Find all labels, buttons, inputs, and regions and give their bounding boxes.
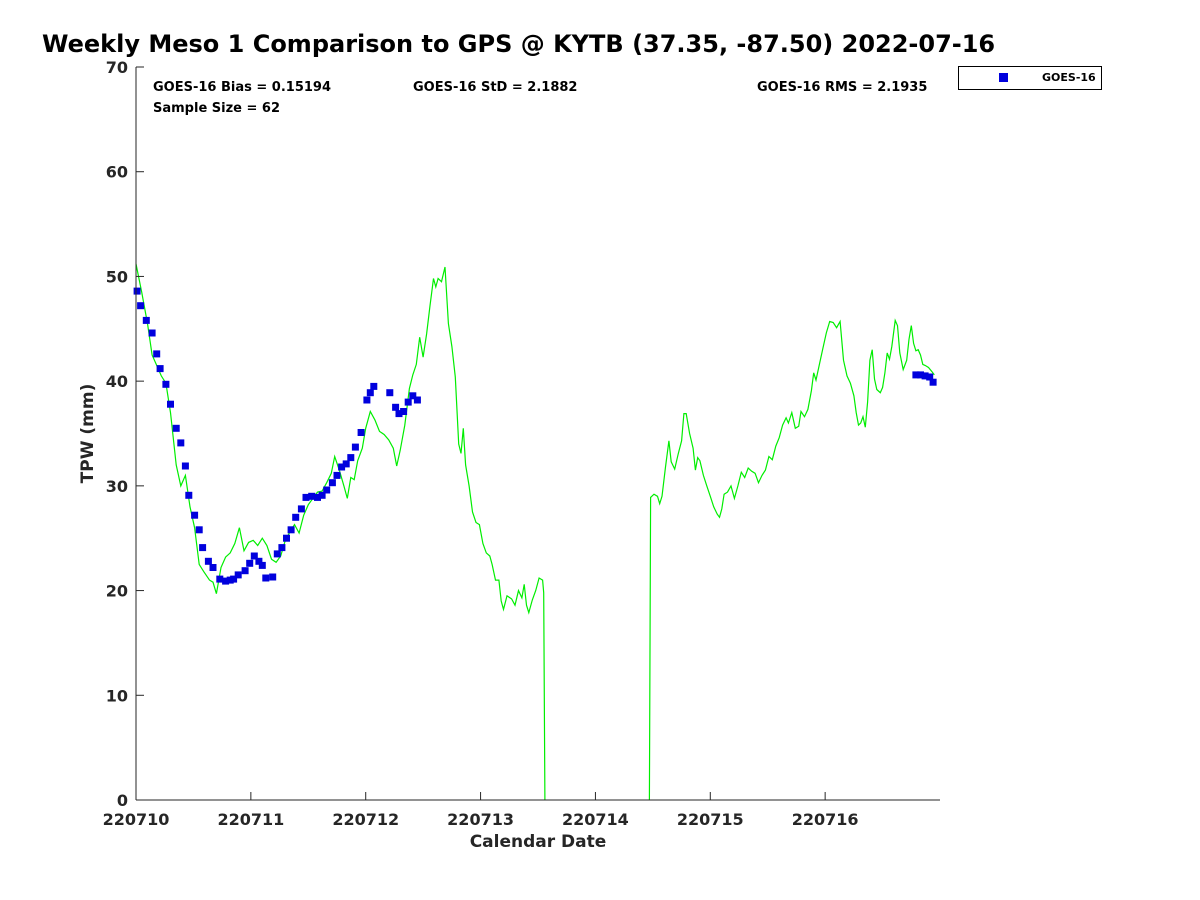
- goes16-point: [177, 439, 185, 447]
- goes16-point: [273, 550, 281, 558]
- chart-title: Weekly Meso 1 Comparison to GPS @ KYTB (…: [42, 30, 996, 58]
- goes16-point: [262, 574, 270, 582]
- goes16-point: [287, 526, 295, 534]
- gps-line-layer: [135, 263, 935, 801]
- goes16-point: [162, 380, 170, 388]
- goes16-point: [342, 460, 350, 468]
- y-tick-label: 0: [117, 791, 128, 810]
- x-tick-label: 220711: [217, 810, 284, 829]
- goes16-point: [413, 396, 421, 404]
- x-tick-label: 220715: [677, 810, 744, 829]
- goes16-point: [204, 557, 212, 565]
- bias-stat: GOES-16 Bias = 0.15194: [153, 80, 332, 95]
- x-tick-label: 220716: [792, 810, 859, 829]
- goes16-point: [917, 371, 924, 379]
- goes16-point: [241, 567, 249, 575]
- y-tick-label: 10: [106, 686, 128, 705]
- x-tick-label: 220710: [103, 810, 170, 829]
- goes16-point: [338, 463, 346, 471]
- goes16-point: [347, 454, 355, 462]
- goes16-point: [404, 398, 412, 406]
- gps-line-segment-1: [648, 318, 935, 801]
- goes16-point: [255, 557, 263, 565]
- goes16-point: [269, 573, 277, 581]
- y-tick-label: 70: [106, 58, 128, 77]
- goes16-point: [333, 471, 341, 479]
- goes16-point: [308, 492, 316, 500]
- goes16-point: [392, 403, 400, 411]
- std-stat: GOES-16 StD = 2.1882: [413, 80, 578, 95]
- goes16-point: [195, 526, 203, 534]
- goes16-point: [328, 479, 336, 487]
- goes16-point: [302, 493, 310, 501]
- goes16-point: [292, 513, 300, 521]
- goes16-point: [395, 410, 403, 418]
- goes16-point: [283, 534, 290, 542]
- goes16-point: [156, 365, 164, 373]
- legend: GOES-16: [958, 66, 1102, 90]
- goes16-point: [370, 382, 378, 390]
- goes16-point: [912, 371, 920, 379]
- goes16-point: [366, 389, 374, 397]
- goes16-point: [409, 392, 417, 400]
- rms-stat: GOES-16 RMS = 2.1935: [757, 80, 928, 95]
- y-tick-label: 40: [106, 372, 128, 391]
- x-tick-label: 220713: [447, 810, 514, 829]
- goes16-point: [314, 493, 321, 501]
- y-tick-label: 50: [106, 267, 128, 286]
- goes16-point: [400, 408, 408, 415]
- y-tick-label: 60: [106, 163, 128, 182]
- goes16-point: [191, 511, 199, 519]
- goes16-point: [167, 400, 174, 408]
- goes-marker-layer: [133, 287, 937, 585]
- goes16-point: [199, 544, 207, 552]
- goes16-point: [386, 389, 394, 397]
- goes16-point: [318, 491, 326, 499]
- legend-label-goes16: GOES-16: [1042, 71, 1096, 84]
- goes16-point: [230, 575, 238, 583]
- x-axis-label: Calendar Date: [470, 832, 607, 852]
- goes16-point: [216, 575, 224, 583]
- x-tick-label: 220714: [562, 810, 629, 829]
- goes16-point: [278, 544, 286, 552]
- goes16-point: [153, 350, 161, 358]
- goes16-point: [357, 429, 365, 436]
- axis-layer: 0 10 20 30 40 50 60 70 220710 220711 220712 220713 2…: [78, 58, 940, 852]
- goes16-point: [148, 329, 156, 337]
- goes16-point: [921, 372, 929, 380]
- goes16-point: [297, 505, 305, 513]
- goes16-point: [258, 561, 266, 569]
- y-tick-label: 30: [106, 477, 128, 496]
- goes16-point: [250, 552, 258, 560]
- goes16-point: [246, 559, 254, 567]
- goes16-point: [181, 462, 189, 470]
- goes16-point: [133, 287, 141, 295]
- goes16-point: [137, 302, 145, 310]
- goes16-point: [185, 491, 193, 499]
- goes16-point: [142, 316, 150, 324]
- goes16-point: [234, 571, 242, 579]
- x-tick-label: 220712: [332, 810, 399, 829]
- goes16-point: [172, 424, 180, 432]
- goes16-point: [929, 378, 937, 386]
- goes16-point: [351, 443, 359, 451]
- y-tick-label: 20: [106, 582, 128, 601]
- y-axis-label: TPW (mm): [78, 384, 98, 484]
- goes16-point: [323, 486, 331, 494]
- goes16-point: [926, 373, 934, 381]
- goes16-point: [222, 577, 230, 585]
- goes16-point: [363, 396, 371, 404]
- legend-marker-goes16: [999, 73, 1008, 82]
- sample-size-stat: Sample Size = 62: [153, 101, 281, 116]
- goes16-point: [209, 564, 217, 571]
